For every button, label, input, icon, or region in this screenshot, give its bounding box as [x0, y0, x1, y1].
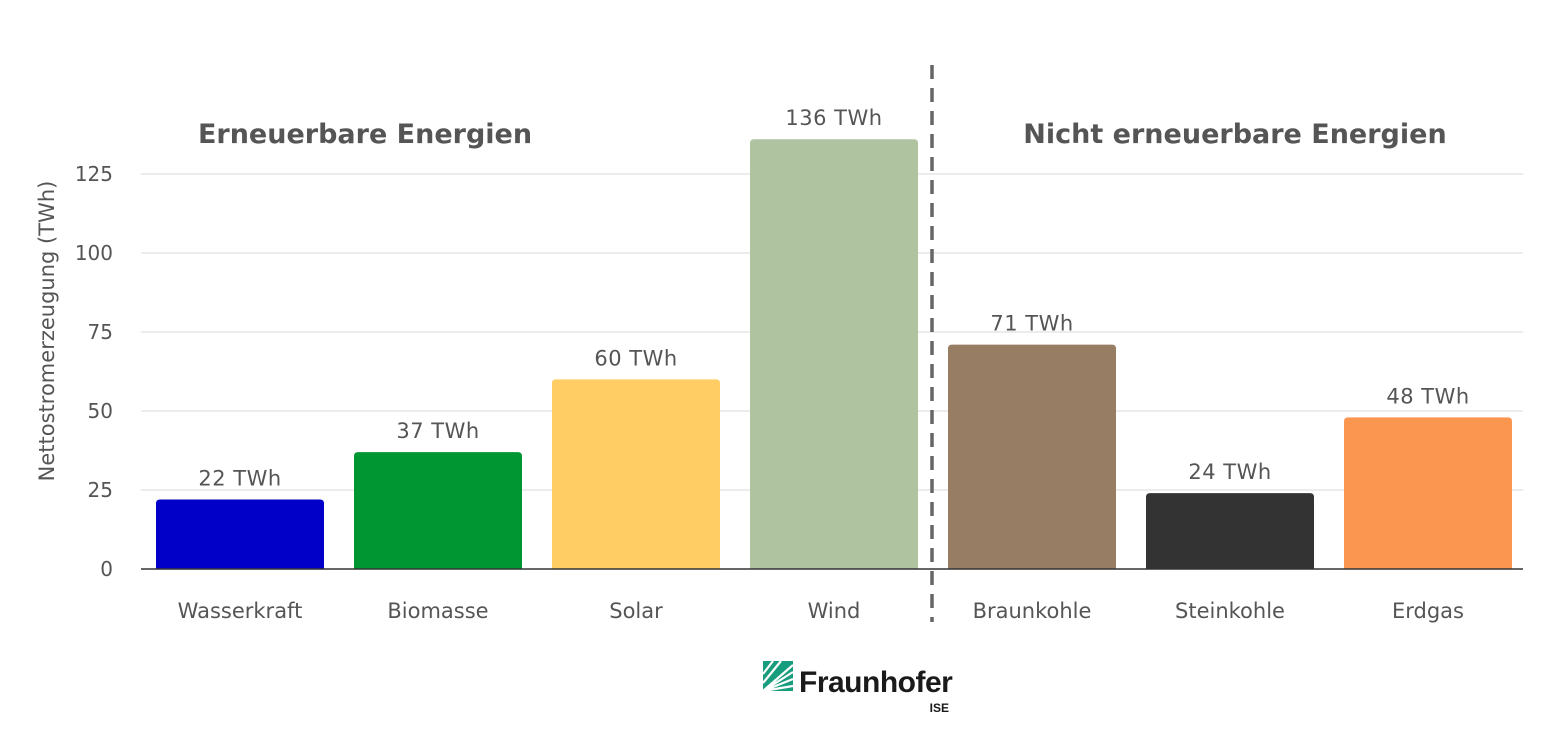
y-tick-label: 25	[88, 478, 113, 502]
group-label-nonrenewable: Nicht erneuerbare Energien	[1023, 119, 1446, 150]
data-label: 136 TWh	[785, 106, 882, 130]
data-label: 37 TWh	[396, 419, 479, 443]
data-label: 60 TWh	[594, 346, 677, 370]
data-label: 24 TWh	[1188, 460, 1271, 484]
data-label: 48 TWh	[1386, 384, 1469, 408]
bar-wind	[750, 139, 918, 570]
bar-biomasse	[354, 452, 522, 569]
bars	[156, 139, 1512, 570]
category-label: Erdgas	[1392, 599, 1464, 623]
y-tick-label: 125	[75, 162, 113, 186]
bar-braunkohle	[948, 344, 1116, 569]
category-label: Braunkohle	[973, 599, 1092, 623]
bar-wasserkraft	[156, 499, 324, 569]
y-tick-label: 50	[88, 399, 113, 423]
category-label: Biomasse	[387, 599, 488, 623]
logo-subtitle: ISE	[930, 701, 949, 715]
y-tick-label: 100	[75, 241, 113, 265]
category-label: Wasserkraft	[178, 599, 303, 623]
bar-erdgas	[1344, 417, 1512, 569]
data-labels: 22 TWh 37 TWh 60 TWh 136 TWh 71 TWh 24 TWh 48 …	[198, 106, 1469, 490]
category-label: Steinkohle	[1175, 599, 1285, 623]
fraunhofer-logo: Fraunhofer ISE	[762, 660, 954, 715]
bar-solar	[552, 379, 720, 569]
y-axis-label: Nettostromerzeugung (TWh)	[35, 181, 59, 482]
category-labels: Wasserkraft Biomasse Solar Wind Braunkohle St…	[178, 599, 1464, 623]
y-tick-label: 75	[88, 320, 113, 344]
data-label: 22 TWh	[198, 466, 281, 490]
group-label-renewable: Erneuerbare Energien	[198, 119, 532, 150]
data-label: 71 TWh	[990, 312, 1073, 336]
bar-steinkohle	[1146, 493, 1314, 569]
category-label: Solar	[609, 599, 663, 623]
logo-wordmark: Fraunhofer	[799, 666, 953, 699]
fraunhofer-logo-mark-icon	[762, 660, 794, 693]
category-label: Wind	[808, 599, 861, 623]
y-tick-labels: 0 25 50 75 100 125	[75, 162, 113, 581]
y-tick-label: 0	[100, 557, 113, 581]
